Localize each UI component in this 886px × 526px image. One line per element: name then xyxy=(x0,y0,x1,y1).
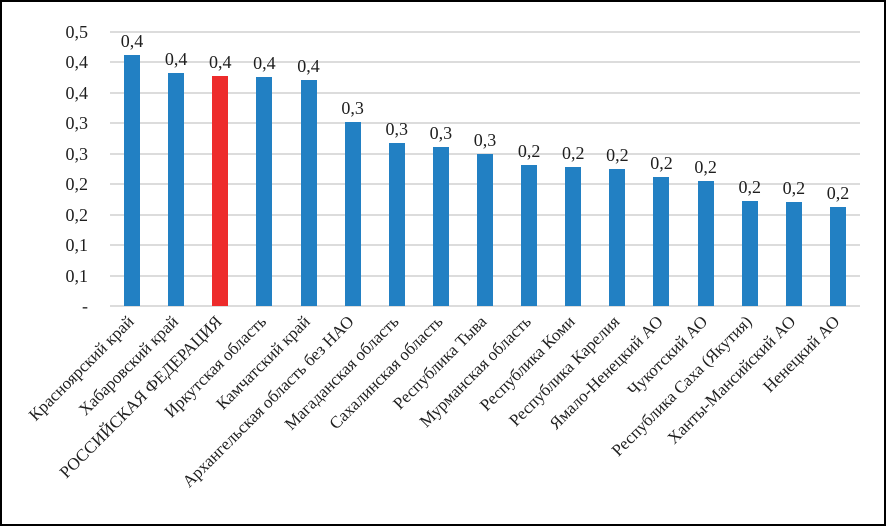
bar xyxy=(741,200,758,306)
y-axis-tick-label: - xyxy=(82,296,88,316)
bar xyxy=(256,77,273,306)
bar-value-label: 0,2 xyxy=(517,140,541,161)
bar-value-label: 0,2 xyxy=(561,143,585,164)
y-axis-tick-label: 0,1 xyxy=(65,235,89,256)
bar-value-label: 0,3 xyxy=(473,129,497,150)
bar xyxy=(432,147,449,306)
bar-value-label: 0,3 xyxy=(341,97,364,118)
bar xyxy=(697,180,714,306)
bar xyxy=(653,176,670,306)
bar-value-label: 0,4 xyxy=(164,48,188,69)
bar-value-label: 0,2 xyxy=(606,145,629,165)
bar xyxy=(344,121,361,306)
gridline xyxy=(110,305,860,307)
bar xyxy=(168,72,185,306)
bar-value-label: 0,4 xyxy=(120,31,144,52)
gridline xyxy=(110,122,860,125)
y-axis-tick-label: 0,1 xyxy=(65,265,89,286)
y-axis-tick-label: 0,5 xyxy=(65,22,89,42)
y-axis-tick-label: 0,2 xyxy=(65,174,89,195)
gridline xyxy=(110,31,860,33)
bar xyxy=(609,169,626,306)
y-axis-tick-label: 0,4 xyxy=(65,52,89,73)
bar-value-label: 0,4 xyxy=(209,51,232,72)
bar xyxy=(565,167,582,306)
bar xyxy=(785,201,802,306)
bar-value-label: 0,3 xyxy=(385,119,409,140)
bar-value-label: 0,2 xyxy=(782,177,806,198)
bar-value-label: 0,2 xyxy=(738,176,761,197)
y-axis-tick-label: 0,3 xyxy=(65,143,89,164)
bar-value-label: 0,3 xyxy=(429,123,453,144)
bar-value-label: 0,4 xyxy=(253,53,276,74)
bar xyxy=(300,80,317,306)
gridline xyxy=(110,61,860,64)
bar xyxy=(124,55,141,306)
bar-value-label: 0,2 xyxy=(826,182,850,203)
y-axis-tick-label: 0,2 xyxy=(65,204,89,225)
bar xyxy=(477,153,493,306)
y-axis-tick-label: 0,3 xyxy=(65,113,89,134)
bar-value-label: 0,2 xyxy=(650,152,673,173)
bar xyxy=(521,164,538,306)
bar xyxy=(829,206,846,306)
bar xyxy=(388,143,405,306)
y-axis-tick-label: 0,4 xyxy=(65,82,89,103)
bar-value-label: 0,4 xyxy=(297,56,320,77)
bar-value-label: 0,2 xyxy=(694,156,717,177)
gridline xyxy=(110,91,860,94)
bar-highlighted xyxy=(212,75,229,306)
